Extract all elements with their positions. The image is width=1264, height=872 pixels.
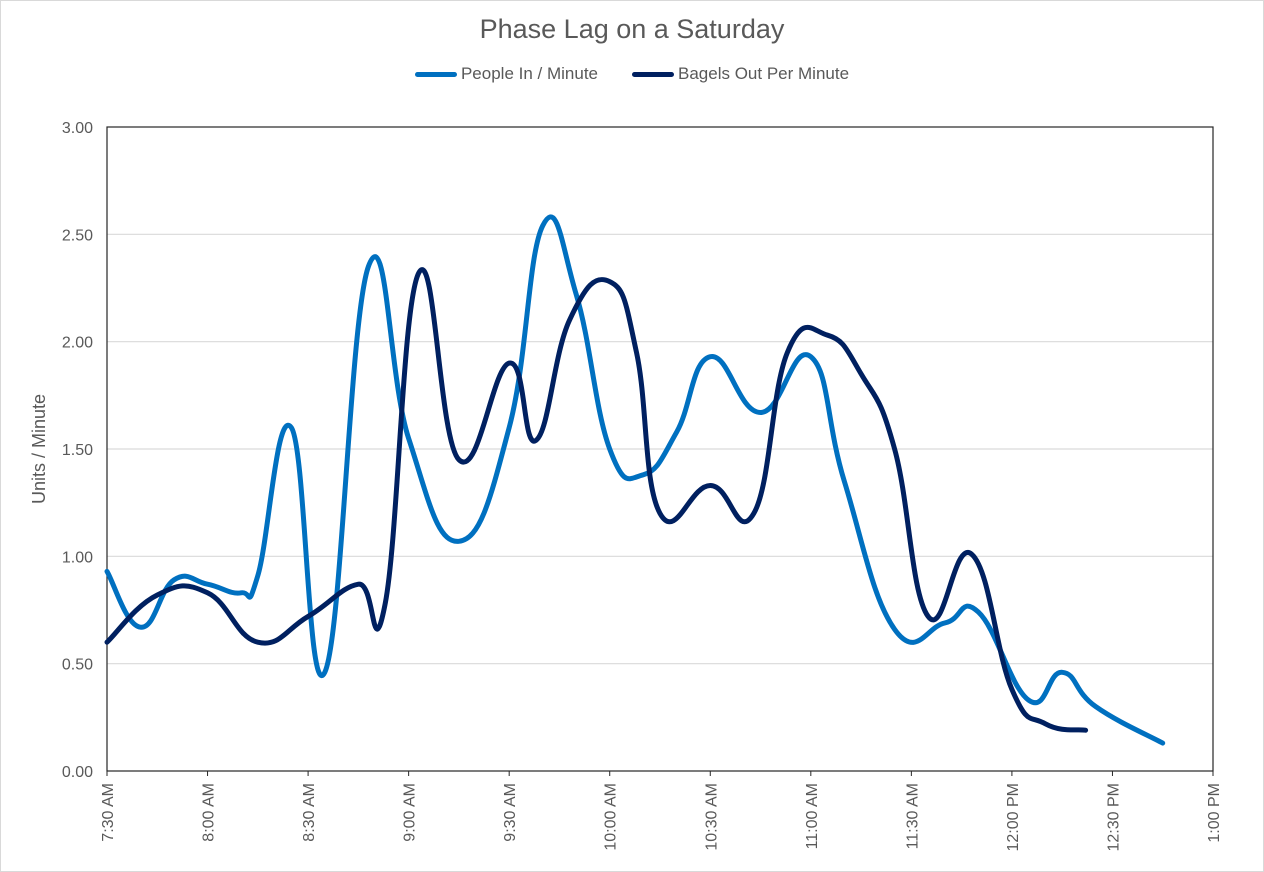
legend-label-bagels-out: Bagels Out Per Minute — [678, 64, 850, 83]
y-tick-label: 2.00 — [62, 335, 93, 352]
legend-label-people-in: People In / Minute — [460, 64, 598, 83]
x-tick-label: 11:30 AM — [904, 783, 921, 849]
x-tick-label: 1:00 PM — [1206, 783, 1223, 843]
y-axis-title: Units / Minute — [29, 394, 49, 504]
x-tick-label: 7:30 AM — [100, 783, 117, 842]
y-tick-label: 3.00 — [62, 120, 93, 137]
legend-swatch-bagels-out — [632, 71, 674, 77]
legend-item-people-in: People In / Minute — [414, 64, 598, 84]
x-tick-label: 12:00 PM — [1005, 783, 1022, 851]
x-tick-label: 9:30 AM — [502, 783, 519, 842]
legend-swatch-people-in — [414, 71, 457, 77]
x-tick-label: 9:00 AM — [402, 783, 419, 842]
x-tick-label: 10:30 AM — [703, 783, 720, 851]
x-tick-label: 10:00 AM — [603, 783, 620, 851]
legend: People In / Minute Bagels Out Per Minute — [0, 64, 1264, 84]
y-tick-label: 2.50 — [62, 227, 93, 244]
x-tick-label: 11:00 AM — [804, 783, 821, 849]
series-line-bagels-out — [104, 267, 1089, 733]
y-tick-label: 1.00 — [62, 549, 93, 566]
series-line-people-in — [104, 214, 1166, 746]
chart-title: Phase Lag on a Saturday — [479, 14, 785, 44]
y-tick-label: 1.50 — [62, 442, 93, 459]
legend-item-bagels-out: Bagels Out Per Minute — [632, 64, 849, 84]
y-tick-label: 0.00 — [62, 764, 93, 781]
x-tick-label: 8:30 AM — [301, 783, 318, 842]
y-tick-label: 0.50 — [62, 657, 93, 674]
x-tick-label: 12:30 PM — [1105, 783, 1122, 851]
x-tick-label: 8:00 AM — [201, 783, 218, 842]
plot-area — [106, 126, 1214, 772]
